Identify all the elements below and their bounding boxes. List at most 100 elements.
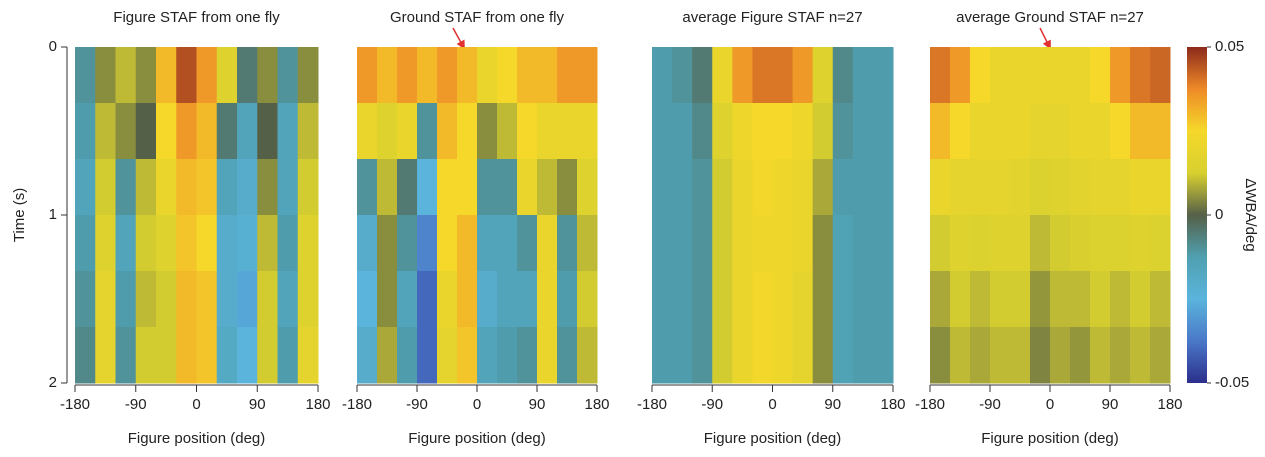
heatmap-cell <box>752 215 773 272</box>
heatmap-cell <box>457 327 478 384</box>
heatmap-cell <box>1090 271 1111 328</box>
y-tick-label: 2 <box>49 374 57 391</box>
heatmap-cell <box>672 215 693 272</box>
heatmap-cell <box>652 271 673 328</box>
heatmap-cell <box>732 47 753 104</box>
heatmap-cell <box>930 215 951 272</box>
heatmap-cell <box>930 103 951 160</box>
x-tick-label: -90 <box>979 396 1001 413</box>
heatmap-cell <box>1150 215 1171 272</box>
heatmap-cell <box>557 47 578 104</box>
heatmap-cell <box>1110 47 1131 104</box>
heatmap-cell <box>672 271 693 328</box>
heatmap-cell <box>277 159 299 216</box>
heatmap-cell <box>517 47 538 104</box>
heatmap-cell <box>397 47 418 104</box>
heatmap-cell <box>1030 103 1051 160</box>
heatmap-cell <box>115 47 137 104</box>
heatmap-cell <box>852 327 874 384</box>
heatmap-cell <box>930 159 951 216</box>
heatmap-cell <box>417 159 438 216</box>
heatmap-cell <box>672 47 693 104</box>
heatmap-cell <box>497 47 518 104</box>
heatmap-cell <box>652 215 673 272</box>
heatmap-cell <box>950 47 971 104</box>
heatmap-cell <box>1090 327 1111 384</box>
heatmap-cell <box>1010 327 1031 384</box>
heatmap-cell <box>1070 159 1091 216</box>
heatmap-cell <box>950 159 971 216</box>
heatmap-cell <box>652 327 673 384</box>
heatmap-cell <box>156 47 177 104</box>
heatmap-cell <box>397 159 418 216</box>
heatmap-cell <box>772 159 794 216</box>
heatmap-cell <box>297 159 319 216</box>
heatmap-cell <box>1030 327 1051 384</box>
heatmap-cell <box>216 215 238 272</box>
x-tick-label: -180 <box>915 396 945 413</box>
heatmap-cell <box>1070 47 1091 104</box>
heatmap-cell <box>135 159 157 216</box>
heatmap-cell <box>517 271 538 328</box>
heatmap-cell <box>196 159 218 216</box>
heatmap-cell <box>95 159 116 216</box>
heatmap-cell <box>297 327 319 384</box>
heatmap-cell <box>457 159 478 216</box>
heatmap-cell <box>477 103 498 160</box>
heatmap-cell <box>872 271 894 328</box>
heatmap-cell <box>792 327 814 384</box>
heatmap-cell <box>417 215 438 272</box>
heatmap-cell <box>712 103 733 160</box>
heatmap-cell <box>257 215 278 272</box>
y-tick-label: 0 <box>49 38 57 55</box>
heatmap-cell <box>930 327 951 384</box>
heatmap-cell <box>257 271 278 328</box>
heatmap-cell <box>1010 103 1031 160</box>
heatmap-cell <box>297 47 319 104</box>
heatmap-cell <box>852 159 874 216</box>
heatmap-cell <box>397 327 418 384</box>
heatmap-cell <box>477 215 498 272</box>
heatmap-cell <box>852 103 874 160</box>
heatmap-cell <box>75 271 96 328</box>
heatmap-cell <box>1030 271 1051 328</box>
heatmap-cell <box>216 327 238 384</box>
heatmap-cell <box>950 327 971 384</box>
x-tick-label: 0 <box>768 396 776 413</box>
heatmap-cell <box>772 327 794 384</box>
heatmap-cell <box>1110 327 1131 384</box>
colorbar-tick-label: 0 <box>1215 206 1223 223</box>
heatmap-cell <box>832 47 854 104</box>
arrow <box>1039 27 1051 50</box>
heatmap-cell <box>477 47 498 104</box>
heatmap-cell <box>1150 271 1171 328</box>
heatmap-cell <box>477 327 498 384</box>
heatmap-cell <box>497 103 518 160</box>
heatmap-cell <box>1070 271 1091 328</box>
heatmap-cell <box>75 103 96 160</box>
heatmap-cell <box>216 159 238 216</box>
heatmap-cell <box>1010 159 1031 216</box>
heatmap-cell <box>692 271 713 328</box>
heatmap-cell <box>732 159 753 216</box>
heatmap-cell <box>176 327 197 384</box>
x-axis-label: Figure position (deg) <box>704 430 842 447</box>
heatmap-cell <box>772 103 794 160</box>
heatmap-cell <box>1010 215 1031 272</box>
heatmap-cell <box>577 159 598 216</box>
heatmap-cell <box>732 215 753 272</box>
heatmap-cell <box>237 271 258 328</box>
x-tick-label: 90 <box>529 396 546 413</box>
heatmap-cell <box>577 103 598 160</box>
heatmap-cell <box>176 215 197 272</box>
x-axis-label: Figure position (deg) <box>408 430 546 447</box>
heatmap-cell <box>237 47 258 104</box>
heatmap-cell <box>75 327 96 384</box>
heatmap-cell <box>497 271 518 328</box>
heatmap-cell <box>557 103 578 160</box>
heatmap-cell <box>156 215 177 272</box>
y-axis-label: Time (s) <box>11 188 28 242</box>
heatmap-cell <box>437 327 458 384</box>
heatmap-cell <box>75 159 96 216</box>
